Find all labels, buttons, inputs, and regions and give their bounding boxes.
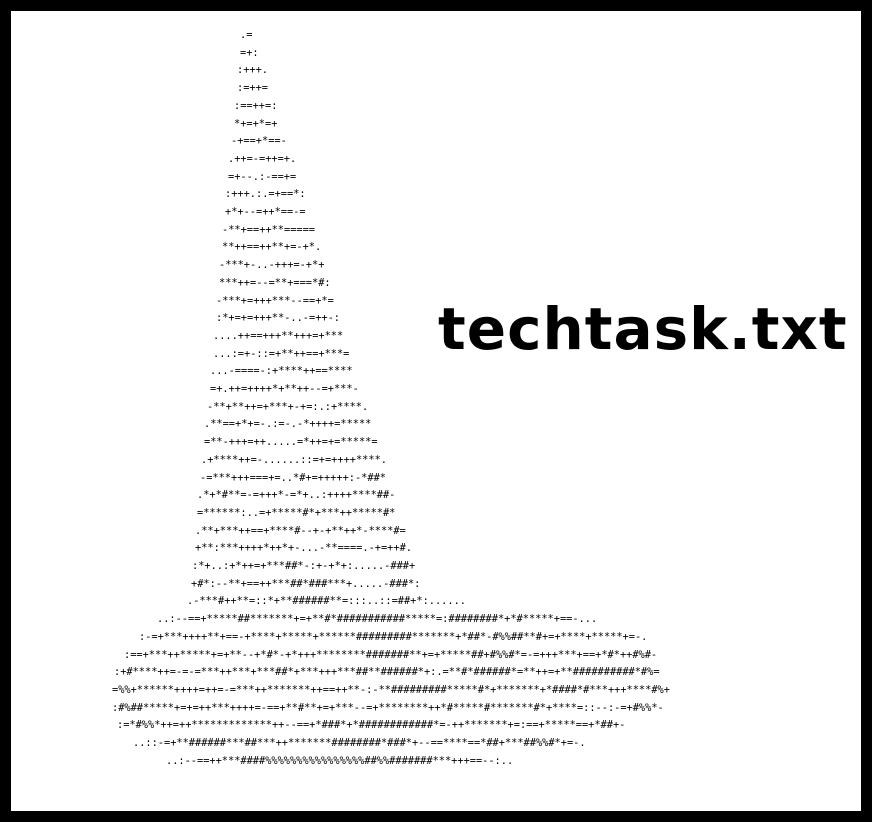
ascii-art-line: -**+==++**===== xyxy=(222,223,315,236)
ascii-art-line: .**==+*+=-.:=-.-*++++=***** xyxy=(204,418,372,431)
ascii-art-line: ..:--==+*****##*******+=+**#*###########… xyxy=(157,613,598,626)
ascii-art-line: ..:--==++***####%%%%%%%%%%%%%%%%##%%####… xyxy=(166,754,514,767)
ascii-art-line: -+==+*==- xyxy=(231,135,287,148)
ascii-art-line: :==+***++*****+=+**--+*#*-+*+++********#… xyxy=(124,648,658,661)
ascii-art-line: .-***#++**=::*+**######**=:::..::=##+*:.… xyxy=(187,595,466,608)
ascii-art-line: :+++. xyxy=(237,64,268,77)
ascii-art-line: -=***+++===+=..*#+=+++++:-*##* xyxy=(200,471,386,484)
ascii-art-line: =+: xyxy=(240,46,259,59)
ascii-art-line: =+--.:-==+= xyxy=(228,170,297,183)
ascii-art-line: :*+..:+*++=+***##*-:+-+*+:.....-###+ xyxy=(192,560,416,572)
ascii-art-line: ...:=+-::=+**++==+***= xyxy=(213,347,350,360)
ascii-art-line: :+++.:.=+==*: xyxy=(225,188,306,201)
ascii-art-line: :-=+***++++**+==-+****+*****+******#####… xyxy=(139,630,648,643)
ascii-art-line: =+.++=++++*+**++--=+***- xyxy=(210,383,359,395)
ascii-art-line: -***+=+++***--==+*= xyxy=(216,294,334,307)
ascii-art-line: :+#****++=-=-=***++***+***##*+***+++***#… xyxy=(114,666,660,679)
ascii-art-line: ....++==+++**+++=+*** xyxy=(213,329,344,342)
ascii-art-line: .+****++=-......::=+=++++****. xyxy=(201,453,387,466)
ascii-art-line: +#*:--**+==++***##*###***+.....-###*: xyxy=(191,577,421,590)
ascii-art-line: +*+--=++*==-= xyxy=(225,206,306,218)
ascii-art-line: :*+=+=+++**-..-=++-: xyxy=(216,312,340,325)
ascii-art-line: .**+***++==+****#--+-+**++*-****#= xyxy=(195,524,406,537)
ascii-art-line: =%%+******++++=++=-=***++*******++==++**… xyxy=(112,683,670,696)
ascii-art-line: *+=+*=+ xyxy=(234,117,278,130)
ascii-art-line: .++=-=++=+. xyxy=(228,152,297,165)
ascii-art-line: **++==++**+=-+*. xyxy=(222,241,322,254)
ascii-art-line: ...-====-:+****++==**** xyxy=(210,365,353,378)
ascii-art-line: =**-+++=++.....=*++=+=*****= xyxy=(204,436,378,449)
ascii-art-line: =******:..=+*****#*+***++*****#* xyxy=(197,506,396,519)
ascii-art-line: :#%##*****+=+=++***++++=-==+**#**+=+***-… xyxy=(112,701,664,714)
file-title: techtask.txt xyxy=(438,295,848,363)
ascii-art-line: ..::-=+**######***##***++*******########… xyxy=(133,737,586,749)
ascii-art-line: :==++=: xyxy=(234,99,278,112)
ascii-art-line: :=*#%%*++=++*************++--==+*###*+*#… xyxy=(117,719,626,732)
ascii-art-line: -***+-..-+++=-+*+ xyxy=(219,259,325,272)
ascii-art-line: :=++= xyxy=(237,82,268,95)
ascii-art-line: -**+**++=+***+-+=:.:+****. xyxy=(207,400,369,413)
ascii-art-line: .*+*#**=-=+++*-=*+..:++++****##- xyxy=(197,489,396,502)
ascii-art-line: ***++=--=**+===*#: xyxy=(219,276,331,289)
ascii-art-line: +**:***++++*++*+-...-**====.-+=++#. xyxy=(195,542,412,555)
ascii-art-line: .= xyxy=(240,29,253,41)
